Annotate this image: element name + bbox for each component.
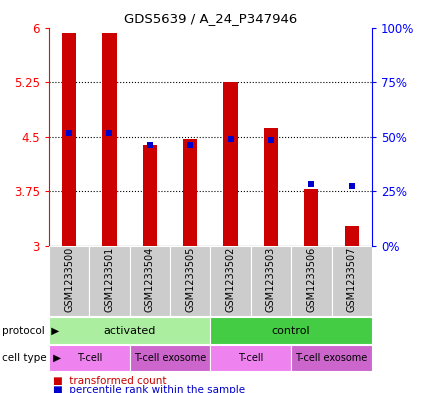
Text: T-cell exosome: T-cell exosome (295, 353, 368, 363)
Bar (264, 128, 278, 246)
Text: control: control (272, 325, 310, 336)
Title: GDS5639 / A_24_P347946: GDS5639 / A_24_P347946 (124, 12, 297, 25)
Bar (183, 140, 197, 246)
Bar (210, 246, 251, 316)
Bar (304, 189, 318, 246)
Bar (345, 226, 359, 246)
Bar (62, 33, 76, 246)
Text: GSM1233504: GSM1233504 (145, 247, 155, 312)
Bar (89, 246, 130, 316)
Text: GSM1233503: GSM1233503 (266, 247, 276, 312)
Text: T-cell: T-cell (238, 353, 264, 363)
Text: T-cell exosome: T-cell exosome (134, 353, 206, 363)
Bar (224, 82, 238, 246)
Bar (170, 246, 210, 316)
Text: protocol  ▶: protocol ▶ (2, 325, 60, 336)
Bar (291, 345, 372, 371)
Text: GSM1233506: GSM1233506 (306, 247, 316, 312)
Bar (49, 317, 210, 344)
Text: ■  percentile rank within the sample: ■ percentile rank within the sample (53, 385, 245, 393)
Text: GSM1233500: GSM1233500 (64, 247, 74, 312)
Text: GSM1233502: GSM1233502 (226, 247, 235, 312)
Bar (143, 145, 157, 246)
Text: ■  transformed count: ■ transformed count (53, 376, 167, 386)
Text: GSM1233507: GSM1233507 (347, 247, 357, 312)
Bar (210, 317, 372, 344)
Bar (332, 246, 372, 316)
Text: GSM1233501: GSM1233501 (105, 247, 114, 312)
Text: T-cell: T-cell (76, 353, 102, 363)
Bar (291, 246, 332, 316)
Text: activated: activated (103, 325, 156, 336)
Text: GSM1233505: GSM1233505 (185, 247, 195, 312)
Bar (49, 345, 130, 371)
Bar (210, 345, 291, 371)
Bar (102, 33, 116, 246)
Bar (251, 246, 291, 316)
Bar (49, 246, 89, 316)
Bar (130, 246, 170, 316)
Bar (130, 345, 210, 371)
Text: cell type  ▶: cell type ▶ (2, 353, 61, 363)
